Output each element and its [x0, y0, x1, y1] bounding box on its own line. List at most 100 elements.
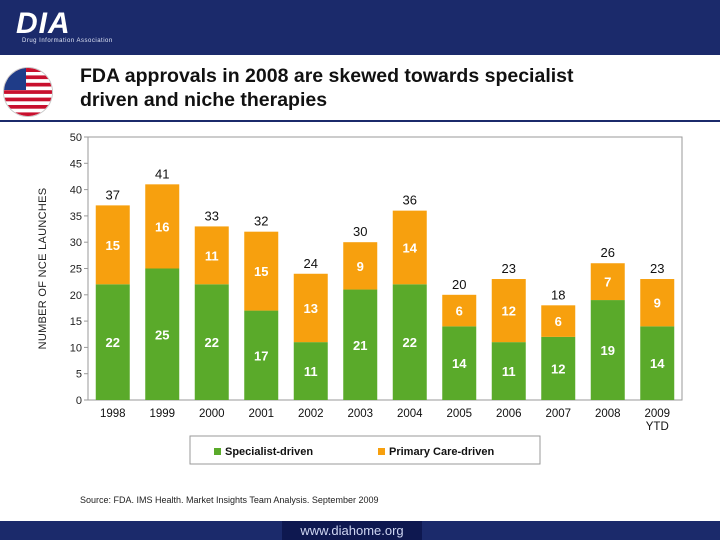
x-tick-label: YTD: [646, 421, 669, 433]
bar-specialist: [590, 300, 625, 400]
specialist-value-label: 14: [452, 356, 467, 371]
legend-swatch-specialist: [214, 448, 221, 455]
y-tick-label: 45: [70, 158, 82, 170]
slide-title-line-2: driven and niche therapies: [80, 89, 328, 111]
y-tick-label: 30: [70, 237, 82, 249]
specialist-value-label: 25: [155, 327, 169, 342]
bar-specialist: [194, 284, 229, 400]
total-value-label: 20: [452, 277, 466, 292]
specialist-value-label: 22: [205, 335, 219, 350]
total-value-label: 24: [304, 256, 318, 271]
specialist-value-label: 19: [601, 343, 615, 358]
specialist-value-label: 21: [353, 338, 367, 353]
bar-primary-care: [590, 263, 625, 301]
bar-specialist: [293, 342, 328, 400]
bar-primary-care: [442, 294, 477, 327]
x-tick-label: 2001: [248, 408, 274, 420]
primary-care-value-label: 14: [403, 240, 418, 255]
legend: Specialist-driven Primary Care-driven: [189, 435, 541, 465]
bar-primary-care: [640, 279, 675, 327]
x-tick-label: 2007: [545, 408, 571, 420]
bar-specialist: [442, 326, 477, 400]
y-tick-label: 35: [70, 211, 82, 223]
bar-specialist: [491, 342, 526, 400]
primary-care-value-label: 6: [456, 304, 463, 319]
slide-title: FDA approvals in 2008 are skewed towards…: [80, 64, 700, 112]
total-value-label: 18: [551, 287, 565, 302]
bar-specialist: [244, 310, 279, 400]
specialist-value-label: 11: [502, 364, 516, 379]
primary-care-value-label: 9: [654, 296, 661, 311]
specialist-value-label: 12: [551, 361, 565, 376]
y-tick-label: 40: [70, 185, 82, 197]
total-value-label: 23: [650, 261, 664, 276]
header-bar: [0, 0, 720, 55]
specialist-value-label: 22: [403, 335, 417, 350]
x-tick-label: 2008: [595, 408, 621, 420]
x-tick-label: 2003: [347, 408, 373, 420]
bar-primary-care: [491, 279, 526, 343]
legend-label-specialist: Specialist-driven: [225, 446, 313, 458]
primary-care-value-label: 15: [106, 238, 120, 253]
y-axis-title: NUMBER OF NCE LAUNCHES: [37, 188, 49, 350]
total-value-label: 41: [155, 166, 169, 181]
total-value-label: 32: [254, 214, 268, 229]
legend-swatch-primary-care: [378, 448, 385, 455]
primary-care-value-label: 12: [502, 304, 516, 319]
bar-specialist: [145, 268, 180, 400]
x-tick-label: 2000: [199, 408, 225, 420]
specialist-value-label: 22: [106, 335, 120, 350]
logo-text: DIA: [16, 7, 71, 40]
bar-primary-care: [244, 231, 279, 311]
x-tick-label: 2006: [496, 408, 522, 420]
bar-specialist: [640, 326, 675, 400]
x-tick-label: 1998: [100, 408, 126, 420]
x-tick-label: 2002: [298, 408, 324, 420]
legend-label-primary-care: Primary Care-driven: [389, 446, 494, 458]
total-value-label: 33: [205, 208, 219, 223]
primary-care-value-label: 11: [205, 248, 219, 263]
specialist-value-label: 17: [254, 348, 268, 363]
y-tick-label: 15: [70, 316, 82, 328]
source-note: Source: FDA. IMS Health. Market Insights…: [80, 495, 379, 505]
bar-primary-care: [343, 242, 378, 290]
y-tick-label: 5: [76, 369, 82, 381]
y-tick-label: 10: [70, 342, 82, 354]
total-value-label: 36: [403, 193, 417, 208]
slide-title-line-1: FDA approvals in 2008 are skewed towards…: [80, 65, 574, 87]
primary-care-value-label: 16: [155, 219, 169, 234]
bar-primary-care: [541, 305, 576, 337]
stacked-bar-chart: 0 5 10 15 20 25 30 35 40 45 50 NUMBER OF NCE LAUNCH…: [37, 132, 683, 465]
title-divider: [0, 120, 720, 122]
primary-care-value-label: 15: [254, 264, 268, 279]
logo-subtitle: Drug Information Association: [22, 38, 113, 44]
legend-box: [189, 435, 541, 465]
y-tick-label: 0: [76, 395, 82, 407]
primary-care-value-label: 6: [555, 314, 562, 329]
total-value-label: 30: [353, 224, 367, 239]
primary-care-value-label: 7: [604, 275, 611, 290]
plot-area: [87, 136, 683, 401]
bar-primary-care: [194, 226, 229, 285]
y-tick-label: 50: [70, 132, 82, 144]
primary-care-value-label: 9: [357, 259, 364, 274]
y-tick-label: 25: [70, 264, 82, 276]
x-tick-label: 2004: [397, 408, 423, 420]
total-value-label: 23: [502, 261, 516, 276]
bar-primary-care: [95, 205, 130, 285]
specialist-value-label: 11: [304, 364, 318, 379]
us-flag-icon: [4, 68, 52, 116]
total-value-label: 26: [601, 245, 615, 260]
footer-url-link[interactable]: www.diahome.org: [282, 521, 422, 540]
primary-care-value-label: 13: [304, 301, 318, 316]
specialist-value-label: 14: [650, 356, 665, 371]
y-tick-label: 20: [70, 290, 82, 302]
bar-specialist: [343, 289, 378, 400]
total-value-label: 37: [106, 187, 120, 202]
x-tick-label: 1999: [149, 408, 175, 420]
bar-primary-care: [293, 273, 328, 343]
bar-primary-care: [145, 184, 180, 269]
x-tick-label: 2009: [644, 408, 670, 420]
bar-specialist: [392, 284, 427, 400]
bar-specialist: [95, 284, 130, 400]
